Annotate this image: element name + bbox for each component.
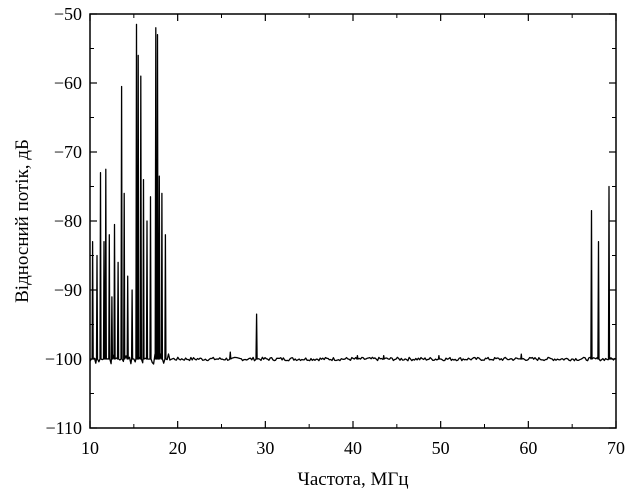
- x-tick-label: 20: [169, 438, 187, 458]
- plot-frame: [89, 13, 617, 429]
- axis-ticks: [89, 13, 617, 429]
- y-tick-label: −60: [54, 73, 82, 93]
- y-tick-label: −90: [54, 280, 82, 300]
- x-tick-label: 50: [432, 438, 450, 458]
- series-line-spectrum: [89, 23, 617, 365]
- x-tick-label: 10: [81, 438, 99, 458]
- y-tick-label: −50: [54, 4, 82, 24]
- x-axis-title: Частота, МГц: [297, 469, 408, 490]
- y-tick-labels: −110 −100 −90 −80 −70 −60 −50: [45, 4, 82, 438]
- x-tick-labels: 10 20 30 40 50 60 70: [81, 438, 625, 458]
- x-tick-label: 40: [344, 438, 362, 458]
- y-tick-label: −70: [54, 142, 82, 162]
- y-axis-title: Відносний потік, дБ: [12, 139, 33, 303]
- y-tick-label: −100: [45, 349, 82, 369]
- y-tick-label: −80: [54, 211, 82, 231]
- x-tick-label: 30: [256, 438, 274, 458]
- x-tick-label: 60: [519, 438, 537, 458]
- x-tick-label: 70: [607, 438, 625, 458]
- y-tick-label: −110: [46, 418, 82, 438]
